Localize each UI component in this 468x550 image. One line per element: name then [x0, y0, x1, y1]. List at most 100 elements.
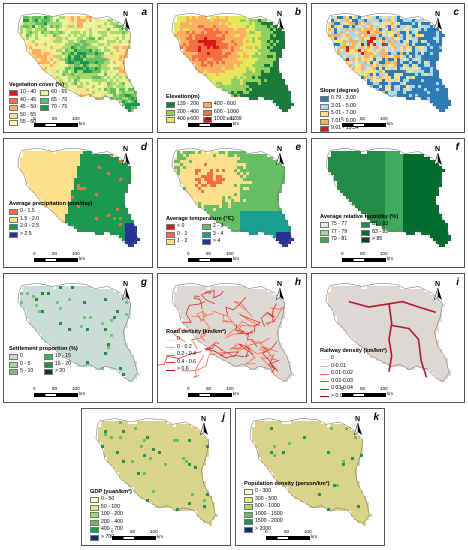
road-line [261, 340, 278, 373]
north-arrow-icon: N [434, 146, 444, 165]
legend-label: < 0 [177, 223, 185, 230]
legend-item: 500 - 1000 [244, 503, 329, 511]
scale-unit: km [233, 121, 240, 126]
legend-label: > 2.5 [20, 230, 32, 237]
legend-swatch [9, 361, 18, 368]
legend-item: 0 [320, 355, 387, 362]
scale-tick: 50 [52, 251, 58, 256]
legend-label: 10 - 40 [20, 89, 37, 96]
legend-label: > 4 [212, 238, 221, 245]
scale-bar: 0 50 100 km [33, 386, 94, 398]
legend-item: 0.01-0.02 [320, 370, 387, 377]
legend-swatch [320, 358, 329, 360]
scale-tick: 0 [33, 386, 36, 391]
legend-item: > 4 [201, 238, 234, 246]
legend-label: 100 - 200 [101, 511, 123, 518]
legend-swatch [43, 354, 53, 361]
north-label: N [435, 146, 441, 153]
legend-label: 81 - 83 [372, 221, 389, 228]
legend-swatch [166, 224, 175, 231]
map-panel-f: f N Average relative humidity (%) 75 - 77 81… [311, 138, 465, 268]
map-a [17, 12, 140, 112]
legend-swatch [320, 396, 329, 398]
legend-item: 70 - 75 [40, 104, 67, 112]
legend-swatch [166, 239, 175, 246]
scale-bar: 0 50 100 km [187, 386, 248, 398]
legend-swatch [9, 354, 18, 361]
legend-swatch [166, 347, 175, 349]
legend-item: 83 - 85 [361, 229, 398, 236]
legend-swatch [9, 105, 18, 112]
legend-title: Vegetation cover (%) [9, 82, 65, 88]
scale-unit: km [387, 391, 394, 396]
legend-label: 600 - 1000 [213, 108, 239, 115]
panel-label: d [140, 142, 147, 153]
legend-item: 5 - 10 [9, 368, 40, 376]
legend-label: 400 - 700 [101, 526, 123, 533]
north-label: N [201, 416, 207, 423]
raster-cells [252, 421, 372, 526]
legend: Population density (person/km²) 0 - 300 30… [244, 481, 329, 533]
legend-item: > 20 [43, 368, 78, 376]
north-label: N [435, 11, 441, 18]
legend-label: 75 - 77 [331, 221, 348, 228]
legend-label: 1500 - 2000 [255, 518, 283, 525]
legend-label: 5.01 - 7.00 [331, 110, 356, 117]
legend-swatch [244, 526, 253, 533]
region-outline [249, 418, 370, 525]
scale-tick: 50 [52, 116, 58, 121]
region-outline [171, 12, 292, 112]
panel-label: c [453, 7, 459, 18]
legend-swatch [202, 109, 212, 116]
legend-swatch [320, 373, 329, 375]
scale-tick: 100 [380, 386, 388, 391]
legend-title: Slope (degree) [320, 88, 359, 94]
panel-label: k [373, 412, 379, 423]
road-line [209, 349, 227, 356]
scale-tick: 50 [130, 529, 136, 534]
legend-item: 1000 - 1500 [244, 511, 329, 518]
scale-tick: 50 [206, 386, 212, 391]
scale-tick: 0 [265, 529, 268, 534]
legend-swatch [244, 511, 253, 518]
legend-swatch [90, 519, 99, 526]
panel-label: b [294, 7, 301, 18]
map-panel-k: k N Population density (person/km²) 0 - 300… [235, 408, 385, 546]
legend-swatch [244, 519, 253, 526]
legend-label: 50 - 100 [101, 503, 121, 510]
legend-swatch [90, 534, 99, 541]
road-line [238, 343, 254, 358]
legend-label: 7.01 - 9.00 [331, 117, 356, 124]
legend-label: 60 - 65 [51, 89, 68, 96]
map-j [95, 418, 218, 526]
legend-swatch [166, 369, 175, 371]
legend-item: 200 - 400 [166, 109, 199, 116]
legend-item: 2.0 - 2.5 [9, 223, 92, 231]
legend-item: 139 - 200 [166, 101, 199, 109]
legend-label: 400 - 600 [177, 116, 199, 123]
scale-bar: 0 50 100 km [33, 251, 94, 263]
legend-swatch [166, 354, 175, 356]
legend-swatch [320, 381, 329, 383]
legend-swatch [43, 361, 53, 368]
legend-label: 200 - 400 [101, 518, 123, 525]
scale-tick: 50 [360, 386, 366, 391]
legend-label: 65 - 70 [51, 96, 68, 103]
legend-swatch [90, 527, 99, 534]
region-outline [17, 12, 138, 112]
legend-item: 600 - 1000 [202, 108, 242, 116]
legend-title: Average relative humidity (%) [320, 214, 399, 220]
legend-swatch [9, 224, 18, 231]
legend-label: > 2000 [255, 525, 272, 532]
legend-swatch [166, 109, 175, 116]
legend-item: > 2.5 [9, 230, 92, 238]
legend-label: 0 - 1 [177, 230, 188, 237]
scale-unit: km [233, 391, 240, 396]
legend-label: 1000 - 1209 [213, 116, 242, 123]
railway-line [388, 303, 393, 372]
north-label: N [277, 11, 283, 18]
raster-cells [20, 151, 140, 247]
legend-swatch [320, 237, 329, 244]
map-d [17, 147, 140, 247]
road-line [172, 327, 193, 343]
